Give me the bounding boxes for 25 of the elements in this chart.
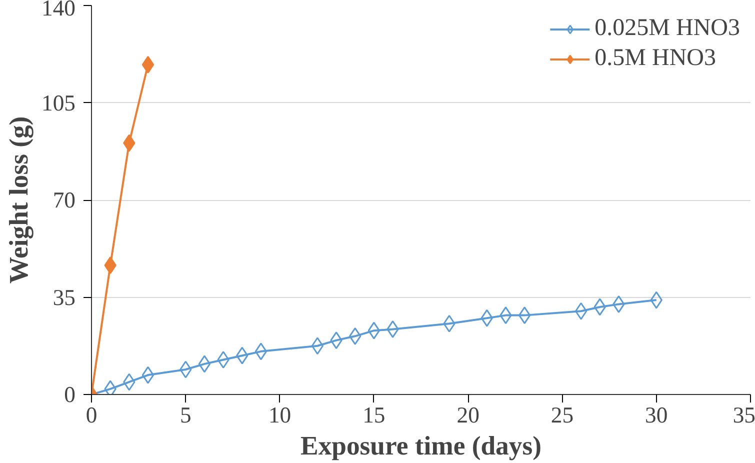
- point: [518, 306, 531, 324]
- y-tick-label: 35: [52, 284, 76, 310]
- point: [368, 322, 380, 340]
- y-tick-label: 70: [52, 188, 76, 212]
- y-axis-title: Weight loss (g): [4, 116, 34, 284]
- x-tick-label: 5: [180, 402, 192, 428]
- x-tick-label: 0: [86, 402, 98, 428]
- y-tick-label: 0: [64, 382, 76, 407]
- y-tick-label: 140: [42, 0, 76, 20]
- point: [254, 342, 268, 360]
- x-tick-label: 25: [550, 402, 574, 428]
- point: [142, 366, 154, 384]
- x-tick-label: 30: [645, 402, 668, 428]
- x-tick-label: 35: [732, 402, 755, 428]
- x-tick-label: 20: [456, 402, 480, 428]
- point: [574, 302, 588, 320]
- point: [142, 56, 154, 74]
- point: [311, 337, 324, 355]
- point: [198, 355, 211, 373]
- legend-label: 0.5M HNO3: [594, 45, 716, 72]
- legend-label: 0.025M HNO3: [594, 15, 740, 42]
- x-tick-label: 10: [268, 402, 292, 428]
- y-tick-label: 105: [42, 90, 76, 116]
- x-axis-title: Exposure time (days): [300, 430, 542, 460]
- x-tick-label: 15: [362, 402, 386, 428]
